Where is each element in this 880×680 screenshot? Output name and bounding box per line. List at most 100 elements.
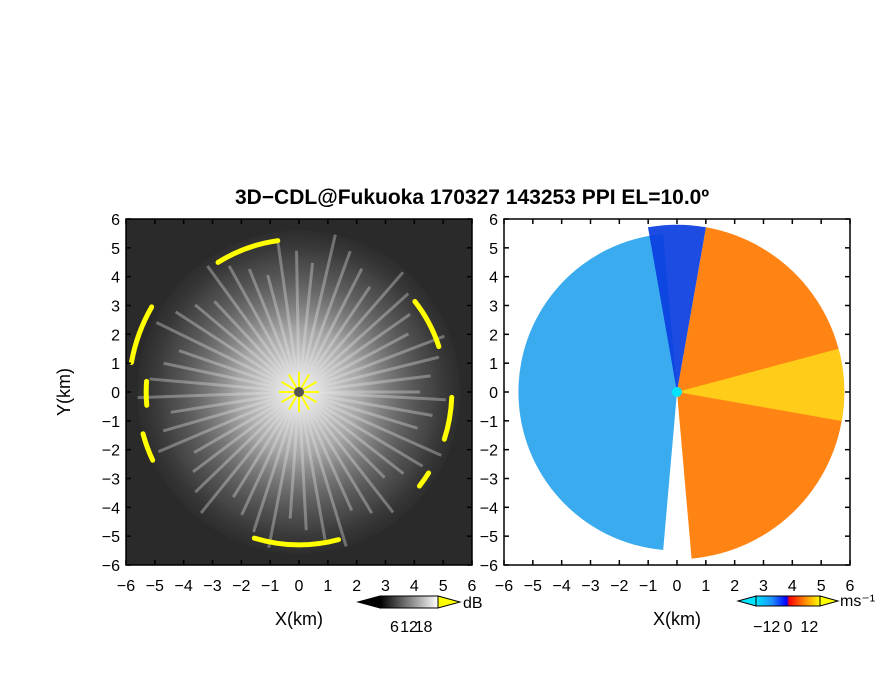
snr-ray: [298, 390, 433, 418]
snr-highlight-arc: [251, 535, 342, 548]
snr-ray: [206, 265, 301, 393]
velocity-x-tick-label: 6: [846, 578, 855, 595]
snr-ray: [194, 303, 300, 394]
snr-ray: [170, 390, 300, 414]
snr-ray: [174, 310, 300, 394]
velocity-y-tick-label: 5: [489, 241, 498, 258]
snr-ray: [227, 265, 301, 393]
snr-ray: [297, 391, 354, 512]
figure-title: 3D−CDL@Fukuoka 170327 143253 PPI EL=10.0…: [234, 186, 710, 209]
snr-ray: [163, 361, 300, 394]
snr-x-tick-label: 1: [323, 578, 332, 595]
velocity-x-tick-label: 0: [673, 578, 682, 595]
velocity-sector-positive: [677, 348, 845, 422]
snr-y-axis-label: Y(km): [54, 368, 74, 416]
snr-ray: [276, 240, 301, 393]
velocity-x-axis-label: X(km): [653, 609, 701, 629]
snr-x-tick-label: −4: [175, 578, 193, 595]
snr-ray: [298, 390, 424, 468]
snr-ray: [298, 334, 445, 394]
snr-x-tick-label: −6: [117, 578, 135, 595]
snr-y-tick-label: −6: [102, 558, 120, 575]
lidar-site-marker: [294, 387, 304, 397]
snr-ray: [297, 390, 386, 479]
velocity-x-tick-label: −1: [639, 578, 657, 595]
snr-x-tick-label: −2: [232, 578, 250, 595]
snr-ray: [178, 349, 300, 394]
velocity-colorbar: ms⁻¹ −12 0 12: [736, 593, 875, 636]
snr-ray: [137, 390, 300, 400]
velocity-axes: −6 −5 −4 −3 −2 −1 0 1 2 3 4 5 6 6 5 4 3 2 1 0 −1 −2 −3 −4 −5 −6: [480, 212, 855, 595]
velocity-sector-negative: [518, 234, 677, 550]
velocity-x-tick-label: −4: [553, 578, 571, 595]
snr-colorbar-bar: [379, 595, 439, 609]
snr-highlight-arc: [412, 298, 442, 350]
velocity-y-tick-label: −3: [480, 472, 498, 489]
snr-ray: [247, 268, 301, 393]
velocity-y-tick-label: 2: [489, 327, 498, 344]
snr-ray: [298, 390, 446, 402]
velocity-y-tick-label: 3: [489, 299, 498, 316]
velocity-x-tick-label: −5: [524, 578, 542, 595]
velocity-x-tick-label: 4: [788, 578, 797, 595]
snr-ray: [199, 391, 301, 514]
snr-ray: [297, 391, 327, 540]
velocity-colorbar-under-arrow: [736, 595, 757, 607]
snr-highlight-arc: [215, 238, 281, 265]
snr-y-tick-label: 3: [111, 299, 120, 316]
velocity-colorbar-tick-label: 12: [800, 619, 818, 636]
snr-ray: [149, 377, 300, 394]
snr-x-tick-label: 6: [468, 578, 477, 595]
snr-x-tick-label: −3: [203, 578, 221, 595]
snr-y-tick-label: −5: [102, 529, 120, 546]
snr-colorbar-under-arrow: [356, 595, 381, 609]
snr-ray: [298, 390, 405, 475]
snr-x-tick-label: 4: [410, 578, 419, 595]
snr-y-tick-label: 2: [111, 327, 120, 344]
velocity-y-tick-label: 0: [489, 385, 498, 402]
snr-y-tick-label: −2: [102, 443, 120, 460]
snr-ray: [192, 390, 300, 474]
snr-ray: [297, 271, 405, 393]
snr-x-tick-label: −1: [261, 578, 279, 595]
snr-x-tick-label: −5: [146, 578, 164, 595]
snr-highlight-arc: [416, 470, 432, 489]
velocity-y-tick-label: −6: [480, 558, 498, 575]
snr-colorbar-tick-label: 12: [400, 619, 418, 636]
velocity-y-tick-label: −1: [480, 414, 498, 431]
snr-y-tick-label: 5: [111, 241, 120, 258]
snr-ray: [157, 390, 300, 454]
velocity-colorbar-unit: ms⁻¹: [840, 593, 875, 610]
velocity-x-tick-label: −2: [610, 578, 628, 595]
snr-ray: [297, 391, 348, 547]
snr-highlight-arc: [140, 431, 156, 463]
snr-axes: −6 −5 −4 −3 −2 −1 0 1 2 3 4 5 6 6 5 4 3 2 1 0 −1 −2 −3 −4 −5 −6: [102, 212, 477, 595]
snr-y-tick-label: −1: [102, 414, 120, 431]
velocity-x-tick-label: 1: [701, 578, 710, 595]
snr-y-tick-label: 4: [111, 270, 120, 287]
snr-ray: [298, 332, 410, 394]
velocity-y-tick-label: −5: [480, 529, 498, 546]
snr-ray: [297, 285, 372, 393]
velocity-y-tick-label: −2: [480, 443, 498, 460]
velocity-y-tick-label: 1: [489, 356, 498, 373]
snr-ray: [266, 274, 301, 393]
snr-ray: [298, 390, 419, 430]
snr-ray: [298, 374, 431, 394]
snr-x-tick-label: 3: [381, 578, 390, 595]
snr-highlight-arc: [143, 378, 150, 408]
snr-ray: [155, 321, 300, 394]
snr-ray: [194, 390, 301, 494]
snr-ray: [298, 355, 440, 394]
snr-ray: [297, 391, 395, 514]
velocity-y-tick-label: 4: [489, 270, 498, 287]
snr-x-tick-label: 0: [295, 578, 304, 595]
velocity-sector-negative: [647, 224, 707, 392]
snr-x-tick-label: 2: [352, 578, 361, 595]
velocity-x-tick-label: 5: [817, 578, 826, 595]
snr-colorbar-tick-label: 18: [415, 619, 433, 636]
snr-y-tick-label: −4: [102, 500, 120, 517]
